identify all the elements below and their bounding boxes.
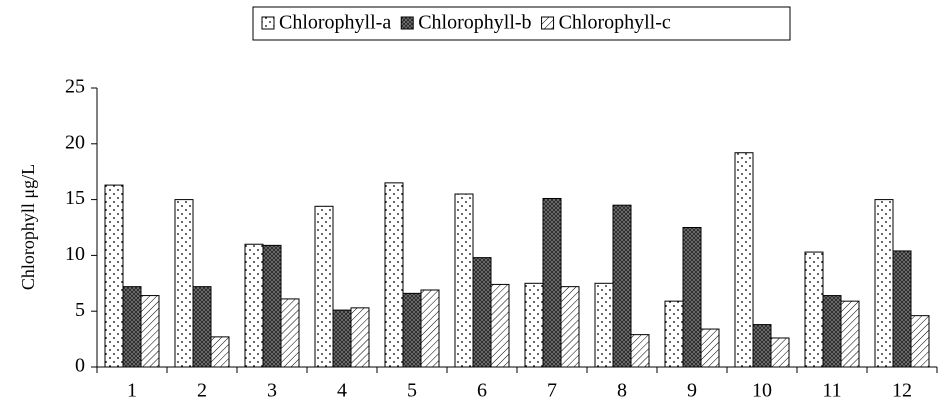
x-tick-label: 9 — [687, 380, 697, 402]
x-tick-label: 2 — [197, 380, 207, 402]
y-tick-label: 5 — [75, 299, 85, 321]
bar — [682, 227, 702, 368]
y-axis-label: Chlorophyll μg/L — [18, 164, 38, 290]
x-tick-label: 10 — [752, 380, 772, 402]
bar — [384, 182, 404, 368]
legend-label: Chlorophyll-a — [279, 12, 391, 34]
x-tick-label: 6 — [477, 380, 487, 402]
legend-swatch — [400, 16, 414, 30]
bar — [840, 300, 860, 368]
bar — [332, 309, 352, 368]
bar — [192, 286, 212, 368]
bar — [664, 300, 684, 368]
y-tick-label: 15 — [65, 187, 85, 209]
bar — [262, 244, 282, 368]
bar — [210, 336, 230, 368]
legend-label: Chlorophyll-b — [418, 12, 531, 34]
bar — [734, 152, 754, 368]
bar — [560, 286, 580, 368]
bar — [314, 205, 334, 368]
bar — [244, 243, 264, 368]
bar — [524, 282, 544, 368]
x-tick-label: 7 — [547, 380, 557, 402]
y-tick-label: 20 — [65, 131, 85, 153]
bar — [122, 286, 142, 368]
bar — [804, 251, 824, 368]
legend-box — [252, 6, 791, 41]
bar — [174, 199, 194, 368]
bar — [280, 298, 300, 368]
bar — [630, 334, 650, 368]
bar — [612, 204, 632, 368]
bar — [140, 295, 160, 368]
bar — [454, 193, 474, 368]
legend-swatch — [261, 16, 275, 30]
bar — [752, 324, 772, 368]
bar — [542, 197, 562, 368]
bar — [822, 295, 842, 368]
bar — [104, 184, 124, 368]
bar — [490, 283, 510, 368]
x-tick-label: 5 — [407, 380, 417, 402]
x-tick-label: 8 — [617, 380, 627, 402]
y-tick-label: 25 — [65, 76, 85, 98]
y-tick-label: 0 — [75, 355, 85, 377]
bar — [892, 250, 912, 368]
bar — [874, 199, 894, 368]
x-tick-label: 11 — [822, 380, 841, 402]
bar — [472, 257, 492, 368]
legend-swatch — [541, 16, 555, 30]
y-tick-label: 10 — [65, 243, 85, 265]
bar — [910, 315, 930, 368]
bar — [402, 292, 422, 368]
x-tick-label: 4 — [337, 380, 347, 402]
x-tick-label: 3 — [267, 380, 277, 402]
bar — [700, 328, 720, 368]
x-tick-label: 12 — [892, 380, 912, 402]
legend-label: Chlorophyll-c — [559, 12, 671, 34]
bar — [350, 307, 370, 368]
x-tick-label: 1 — [127, 380, 137, 402]
bar — [770, 337, 790, 368]
bar — [420, 289, 440, 368]
bar — [594, 282, 614, 368]
